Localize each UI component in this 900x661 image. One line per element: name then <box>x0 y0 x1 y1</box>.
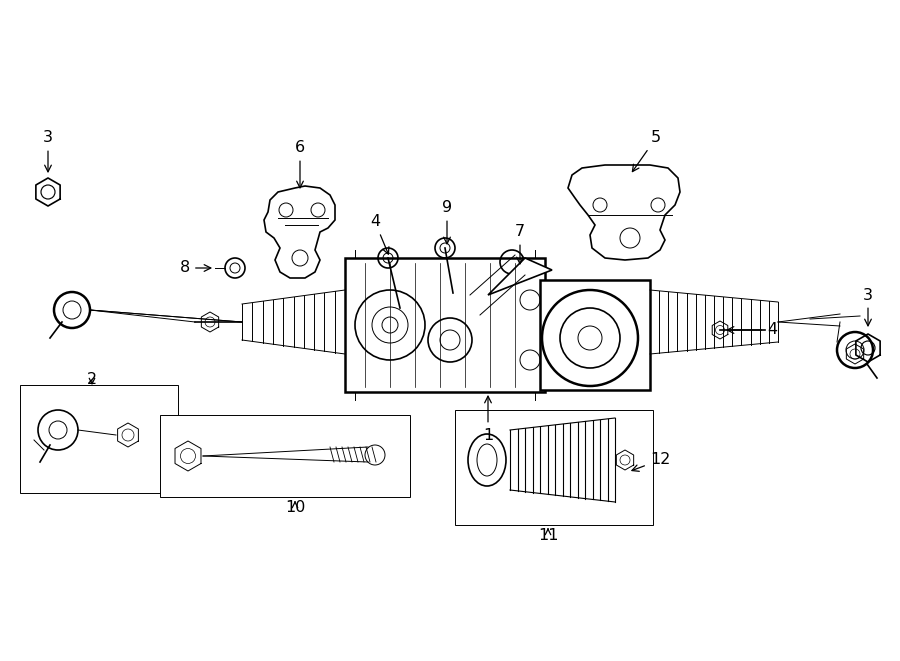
Bar <box>540 280 650 390</box>
Bar <box>345 258 545 392</box>
Bar <box>20 385 178 493</box>
Text: 5: 5 <box>633 130 662 172</box>
Text: 2: 2 <box>87 373 97 387</box>
Text: 7: 7 <box>515 225 525 264</box>
Text: 4: 4 <box>727 323 777 338</box>
Text: 4: 4 <box>370 215 389 254</box>
Text: 11: 11 <box>538 527 558 543</box>
Text: 3: 3 <box>863 288 873 326</box>
Bar <box>160 415 410 497</box>
Bar <box>455 410 653 525</box>
Polygon shape <box>264 186 335 278</box>
Text: 6: 6 <box>295 141 305 188</box>
Polygon shape <box>488 258 552 295</box>
Text: 8: 8 <box>180 260 211 276</box>
Polygon shape <box>568 165 680 260</box>
Text: 9: 9 <box>442 200 452 244</box>
Text: 1: 1 <box>483 396 493 442</box>
Text: 3: 3 <box>43 130 53 172</box>
Text: 10: 10 <box>284 500 305 516</box>
Text: 12: 12 <box>632 453 670 471</box>
